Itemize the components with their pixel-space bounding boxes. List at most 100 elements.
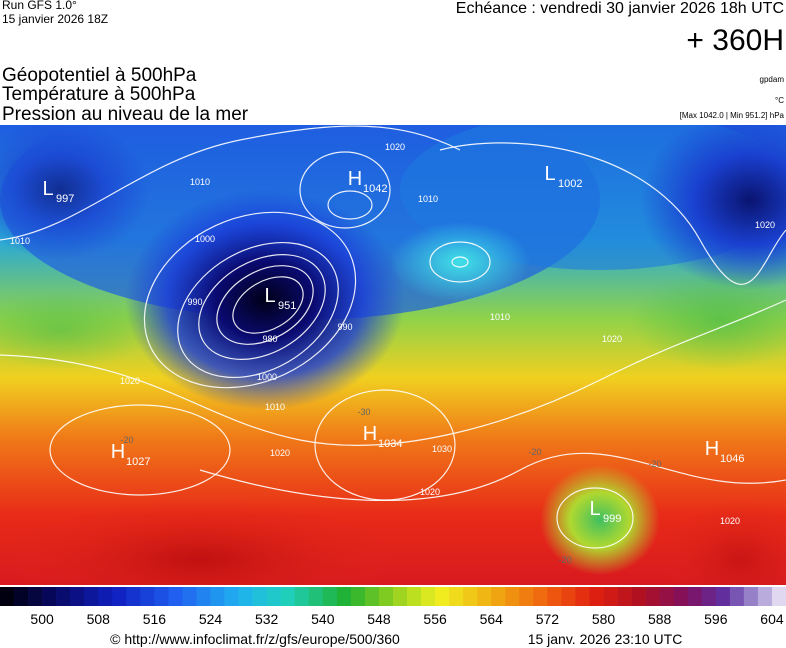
colorbar-tick-label: 548 <box>367 611 391 627</box>
isobar-label: 990 <box>187 297 202 307</box>
colorbar-swatch <box>266 587 282 606</box>
colorbar-swatch <box>673 587 689 606</box>
run-date: 15 janvier 2026 18Z <box>2 12 108 26</box>
colorbar-swatch <box>701 587 717 606</box>
map-field <box>0 125 786 585</box>
colorbar-swatch <box>182 587 197 606</box>
colorbar-swatch <box>421 587 436 606</box>
colorbar-swatch <box>322 587 338 606</box>
colorbar-swatch <box>561 587 576 606</box>
colorbar-swatch <box>757 587 773 606</box>
colorbar-tick-label: 588 <box>648 611 672 627</box>
unit: [Max 1042.0 | Min 951.2] hPa <box>680 111 785 120</box>
colorbar-tick-label: 604 <box>760 611 784 627</box>
colorbar-swatch <box>463 587 478 606</box>
generated-date: 15 janv. 2026 23:10 UTC <box>528 631 683 647</box>
colorbar-swatch <box>84 587 99 606</box>
isobar-label: 1020 <box>602 334 622 344</box>
colorbar-swatch <box>154 587 169 606</box>
colorbar-tick-label: 524 <box>199 611 223 627</box>
center-value: 951 <box>278 300 296 312</box>
colorbar-swatch <box>378 587 394 606</box>
center-value: 1002 <box>558 178 582 190</box>
colorbar-swatch <box>393 587 408 606</box>
colorbar-swatch <box>715 587 731 606</box>
colorbar-tick-label: 532 <box>255 611 279 627</box>
colorbar-swatch <box>42 587 57 606</box>
isobar-label: 1030 <box>432 444 452 454</box>
colorbar-swatch <box>659 587 675 606</box>
isobar-label: 1010 <box>490 312 510 322</box>
isobar-label: 1000 <box>257 372 277 382</box>
isobar-label: 1020 <box>720 516 740 526</box>
colorbar-swatch <box>477 587 492 606</box>
center-value: 1042 <box>363 183 387 195</box>
echeance: Echéance : vendredi 30 janvier 2026 18h … <box>456 0 784 17</box>
isobar-label: 1020 <box>755 220 775 230</box>
colorbar-tick-label: 516 <box>143 611 167 627</box>
temperature-label: -30 <box>357 407 370 417</box>
source-url: © http://www.infoclimat.fr/z/gfs/europe/… <box>110 631 400 647</box>
colorbar-swatch <box>771 587 786 606</box>
isobar-label: 1010 <box>265 402 285 412</box>
colorbar-swatch <box>196 587 211 606</box>
isobar-label: 1010 <box>418 194 438 204</box>
center-type: H <box>705 438 719 460</box>
colorbar-tick-label: 572 <box>536 611 560 627</box>
colorbar-swatch <box>168 587 183 606</box>
isobar-label: 1010 <box>190 177 210 187</box>
colorbar-swatch <box>350 587 366 606</box>
isobar-label: 980 <box>262 334 277 344</box>
colorbar-tick-label: 596 <box>704 611 728 627</box>
colorbar-swatch <box>56 587 71 606</box>
colorbar <box>0 587 786 606</box>
colorbar-swatch <box>449 587 464 606</box>
colorbar-swatch <box>210 587 225 606</box>
colorbar-swatch <box>435 587 450 606</box>
center-type: H <box>111 441 125 463</box>
colorbar-swatch <box>14 587 29 606</box>
temperature-label: -20 <box>558 555 571 565</box>
colorbar-swatch <box>547 587 562 606</box>
colorbar-swatch <box>140 587 155 606</box>
colorbar-swatch <box>617 587 632 606</box>
center-type: L <box>264 285 275 307</box>
colorbar-swatch <box>645 587 660 606</box>
colorbar-tick-label: 556 <box>423 611 447 627</box>
title: Géopotentiel à 500hPa <box>2 65 197 86</box>
colorbar-swatch <box>280 587 296 606</box>
colorbar-swatch <box>407 587 422 606</box>
colorbar-swatch <box>112 587 127 606</box>
center-type: L <box>544 163 555 185</box>
colorbar-swatch <box>126 587 141 606</box>
colorbar-swatch <box>238 587 253 606</box>
colorbar-swatch <box>364 587 380 606</box>
colorbar-tick-label: 540 <box>311 611 335 627</box>
center-type: H <box>363 423 377 445</box>
colorbar-tick-label: 580 <box>592 611 616 627</box>
center-value: 1034 <box>378 438 402 450</box>
unit: gpdam <box>760 75 785 84</box>
center-type: L <box>42 178 53 200</box>
center-type: L <box>589 498 600 520</box>
run: Run GFS 1.0° <box>2 0 77 12</box>
colorbar-swatch <box>687 587 703 606</box>
temperature-label: -20 <box>528 447 541 457</box>
colorbar-swatch <box>589 587 604 606</box>
temperature-label: -20 <box>120 435 133 445</box>
unit: °C <box>775 96 784 105</box>
colorbar-swatch <box>0 587 15 606</box>
center-value: 997 <box>56 193 74 205</box>
colorbar-swatch <box>729 587 745 606</box>
colorbar-swatch <box>294 587 310 606</box>
colorbar-swatch <box>98 587 113 606</box>
colorbar-swatch <box>224 587 239 606</box>
center-type: H <box>348 168 362 190</box>
colorbar-tick-label: 508 <box>87 611 111 627</box>
colorbar-swatch <box>603 587 618 606</box>
isobar-label: 1010 <box>10 236 30 246</box>
colorbar-swatch <box>519 587 534 606</box>
title: Température à 500hPa <box>2 84 196 105</box>
colorbar-swatch <box>631 587 646 606</box>
